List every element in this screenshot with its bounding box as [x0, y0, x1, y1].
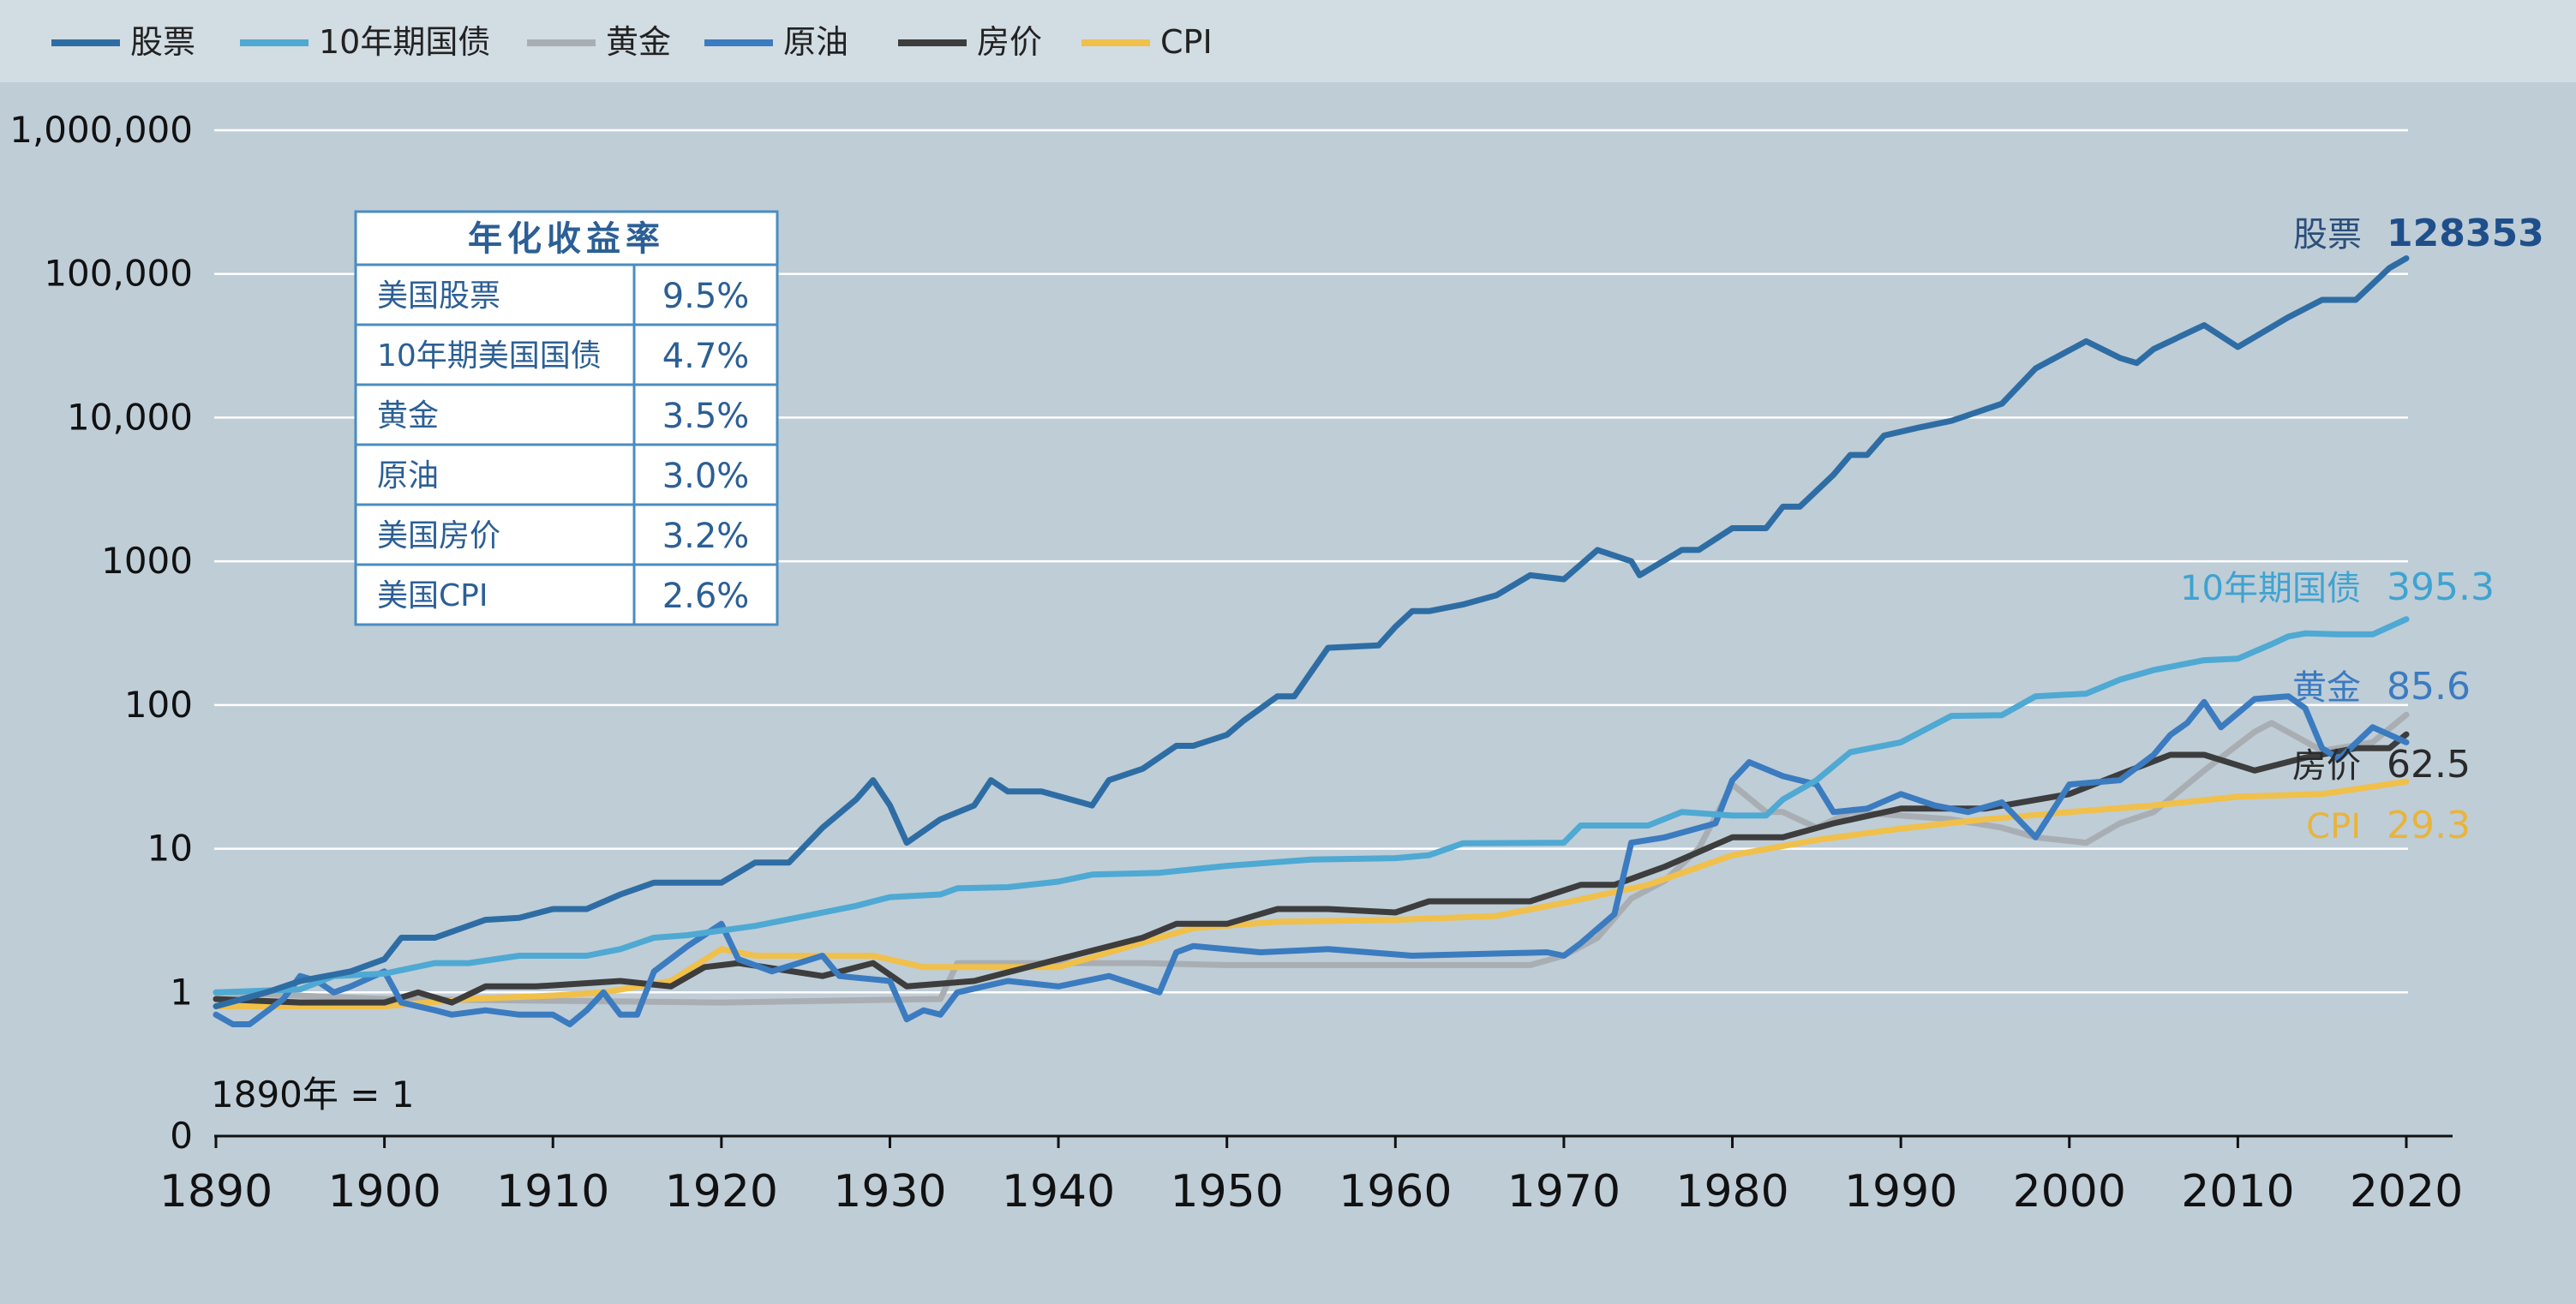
legend-label: 原油 — [783, 23, 848, 61]
table-rate-cell: 3.5% — [662, 397, 750, 436]
table-rate-cell: 9.5% — [662, 277, 750, 316]
x-tick-label: 1910 — [496, 1166, 609, 1217]
table-asset-cell: 美国股票 — [377, 278, 500, 314]
y-tick-label: 0 — [170, 1115, 193, 1157]
x-tick-label: 2010 — [2181, 1166, 2294, 1217]
table-asset-cell: 10年期美国国债 — [377, 338, 602, 374]
legend-label: 股票 — [130, 23, 195, 61]
x-tick-label: 1990 — [1844, 1166, 1957, 1217]
series-line-3 — [213, 693, 2410, 1027]
y-tick-label: 1 — [170, 971, 193, 1013]
table-asset-cell: 黄金 — [377, 398, 439, 434]
end-labels: 股票 128353 10年期国债 395.3 黄金 85.6 房价 62.5 CPI 29.3 — [2180, 212, 2544, 847]
end-label-name: 房价 — [2292, 746, 2361, 786]
y-tick-label: 10,000 — [67, 396, 193, 438]
legend-label: CPI — [1160, 23, 1213, 61]
table-asset-cell: 美国CPI — [377, 578, 488, 613]
axes: 1890 1900 1910 1920 1930 1940 1950 1960 1970 1980… — [159, 1134, 2463, 1217]
table-title: 年化收益率 — [468, 219, 665, 259]
legend-label: 房价 — [977, 23, 1042, 61]
table-asset-cell: 美国房价 — [377, 518, 500, 553]
end-label-name: CPI — [2306, 807, 2361, 846]
series-line-0 — [213, 255, 2410, 1009]
y-tick-label: 10 — [147, 828, 193, 870]
end-label-name: 黄金 — [2292, 668, 2361, 708]
x-tick-label: 1900 — [327, 1166, 440, 1217]
end-label-value: 395.3 — [2387, 565, 2495, 609]
table-frame — [354, 210, 779, 626]
x-tick-label: 1890 — [159, 1166, 273, 1217]
series-line-2 — [213, 711, 2410, 1006]
x-tick-label: 2000 — [2013, 1166, 2126, 1217]
table-rate-cell: 4.7% — [662, 337, 750, 376]
end-label-name: 股票 — [2293, 215, 2362, 254]
table-rate-cell: 3.0% — [662, 457, 750, 496]
y-tick-label: 1,000,000 — [9, 109, 193, 151]
legend: 股票 10年期国债 黄金 原油 房价 CPI — [51, 23, 1213, 61]
legend-background — [0, 0, 2576, 82]
table-asset-cell: 原油 — [377, 458, 439, 493]
series-line-1 — [213, 616, 2410, 996]
x-tick-label: 1970 — [1507, 1166, 1620, 1217]
y-tick-label: 100 — [124, 684, 193, 726]
x-tick-label: 2020 — [2350, 1166, 2463, 1217]
series-line-5 — [213, 778, 2410, 1009]
series-lines — [213, 255, 2410, 1027]
x-tick-label: 1940 — [1002, 1166, 1115, 1217]
end-label-value: 29.3 — [2387, 804, 2471, 847]
end-label-value: 85.6 — [2387, 665, 2471, 709]
y-tick-label: 1000 — [101, 540, 193, 582]
x-tick-label: 1930 — [833, 1166, 946, 1217]
table-rate-cell: 2.6% — [662, 577, 750, 616]
end-label-name: 10年期国债 — [2180, 569, 2361, 608]
table-rate-cell: 3.2% — [662, 517, 750, 556]
x-tick-label: 1920 — [665, 1166, 778, 1217]
x-tick-label: 1980 — [1675, 1166, 1788, 1217]
end-label-value: 62.5 — [2387, 743, 2471, 787]
x-tick-label: 1960 — [1339, 1166, 1452, 1217]
legend-label: 黄金 — [606, 23, 671, 61]
end-label-value: 128353 — [2387, 212, 2544, 255]
y-tick-label: 100,000 — [44, 253, 193, 295]
legend-label: 10年期国债 — [319, 23, 490, 61]
baseline-note: 1890年 = 1 — [211, 1074, 415, 1116]
x-tick-label: 1950 — [1171, 1166, 1284, 1217]
